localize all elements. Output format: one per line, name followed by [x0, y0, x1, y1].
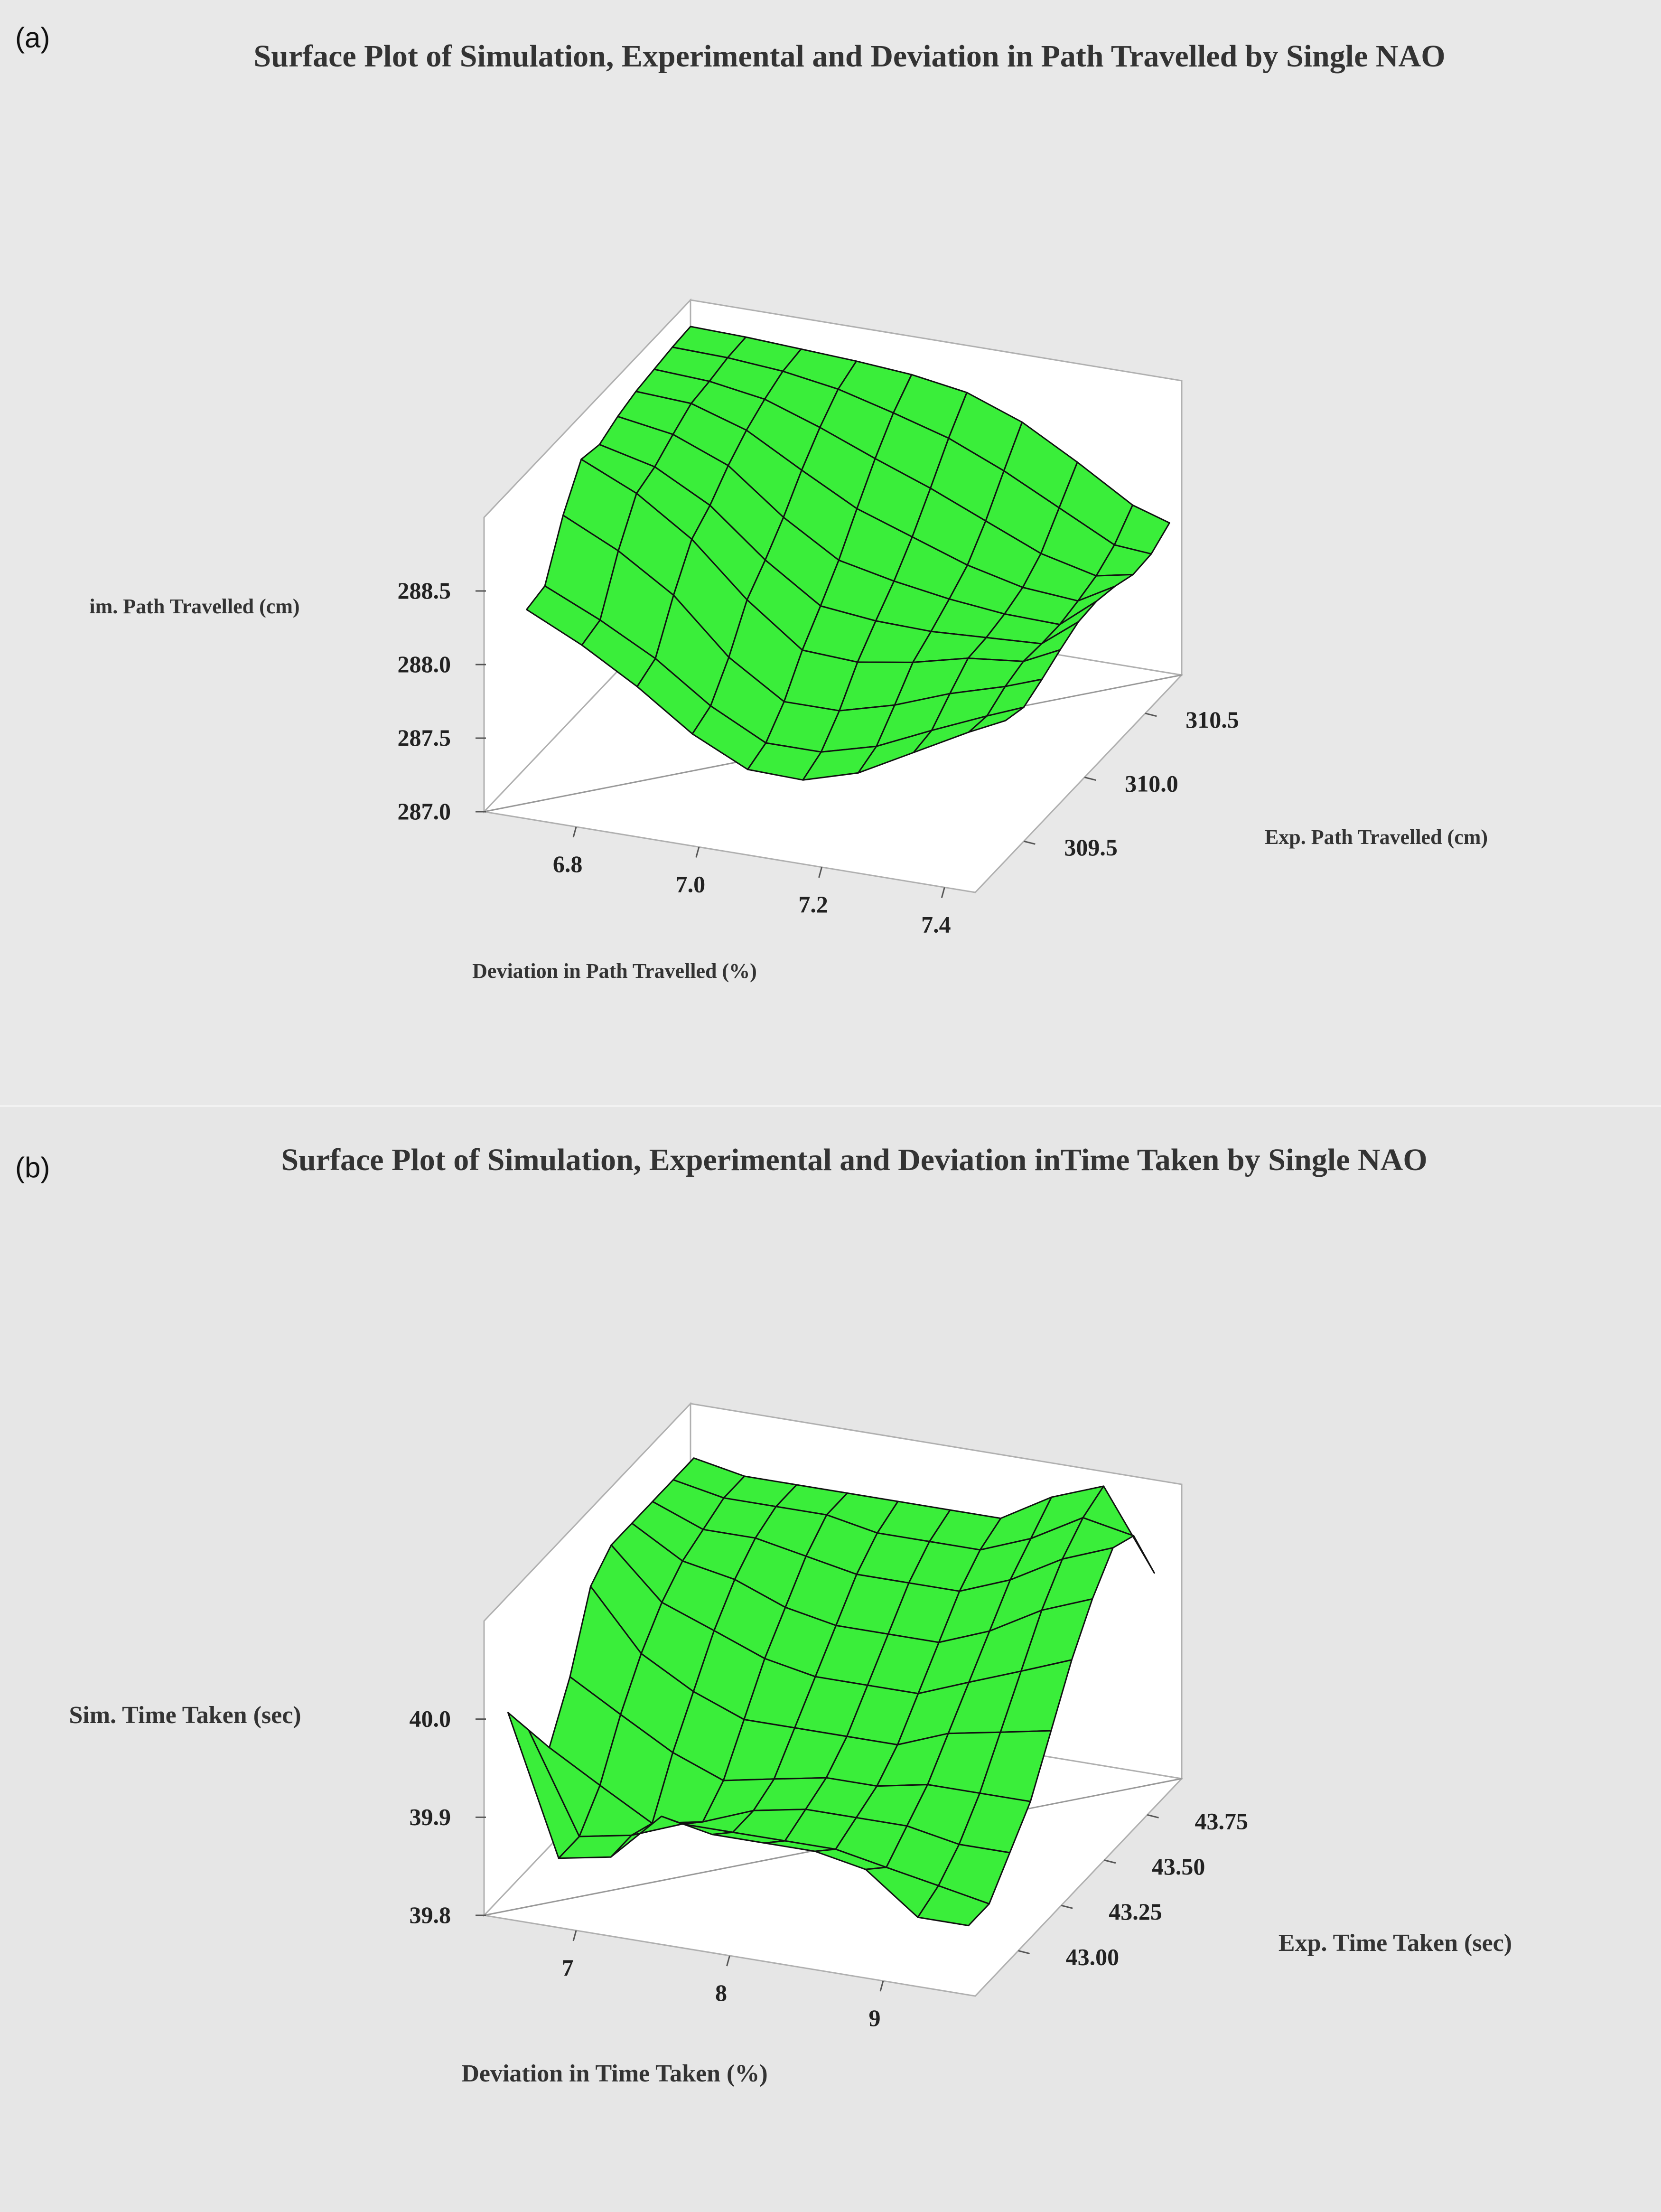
x-tick-mark	[726, 1955, 730, 1967]
y-tick-mark	[1084, 777, 1096, 781]
x-tick-label: 8	[715, 1979, 727, 2006]
x-tick-mark	[818, 867, 823, 878]
axis-ticks: 39.8 39.9 40.0 7 8 9 43.00 43.25 43.50 43.75	[410, 1706, 1249, 2031]
x-tick-label: 7.0	[676, 871, 706, 897]
y-tick-label: 310.0	[1125, 770, 1178, 797]
surface-facet	[917, 1885, 990, 1927]
y-tick-mark	[1018, 1950, 1030, 1955]
x-tick-label: 6.8	[553, 851, 583, 877]
x-tick-mark	[941, 887, 945, 898]
z-tick-label: 287.0	[398, 798, 451, 825]
x-tick-label: 7	[562, 1954, 574, 1981]
x-tick-label: 7.2	[798, 891, 828, 918]
panel-b: (b) Surface Plot of Simulation, Experime…	[15, 1143, 1512, 2087]
x-tick-mark	[695, 846, 700, 858]
x-tick-mark	[879, 1980, 884, 1992]
y-axis-label: Exp. Time Taken (sec)	[1278, 1930, 1512, 1957]
y-tick-label: 309.5	[1064, 834, 1118, 861]
x-tick-label: 7.4	[921, 911, 951, 937]
panel-label: (b)	[15, 1152, 50, 1183]
x-tick-label: 9	[868, 2005, 880, 2031]
z-axis-label: im. Path Travelled (cm)	[89, 595, 299, 618]
y-tick-mark	[1104, 1859, 1116, 1864]
y-tick-mark	[1147, 1814, 1159, 1818]
x-axis-label: Deviation in Path Travelled (%)	[472, 959, 757, 983]
z-tick-label: 287.5	[398, 724, 451, 751]
z-axis-label: Sim. Time Taken (sec)	[69, 1702, 301, 1729]
y-tick-mark	[1023, 840, 1036, 845]
z-tick-label: 39.9	[410, 1803, 451, 1830]
y-tick-mark	[1061, 1904, 1073, 1909]
plot-title: Surface Plot of Simulation, Experimental…	[253, 39, 1445, 74]
y-tick-label: 43.75	[1195, 1808, 1249, 1834]
x-axis-label: Deviation in Time Taken (%)	[461, 2060, 767, 2087]
z-tick-label: 288.5	[398, 577, 451, 604]
panel-a: (a) Surface Plot of Simulation, Experime…	[15, 22, 1488, 983]
x-tick-mark	[572, 826, 577, 838]
y-axis-label: Exp. Path Travelled (cm)	[1265, 825, 1488, 849]
panel-label: (a)	[15, 22, 50, 54]
surface-mesh	[507, 1457, 1155, 1927]
z-tick-label: 39.8	[410, 1902, 451, 1928]
y-tick-label: 43.50	[1152, 1853, 1205, 1880]
y-tick-mark	[1145, 712, 1157, 717]
y-tick-label: 43.00	[1066, 1944, 1120, 1970]
axis-ticks: 287.0 287.5 288.0 288.5 6.8 7.0 7.2 7.4 309.5 310…	[398, 577, 1239, 937]
surface-mesh	[526, 326, 1170, 781]
surface-facet	[558, 1834, 633, 1859]
surface-facet	[802, 745, 877, 781]
x-tick-mark	[572, 1930, 577, 1941]
y-tick-label: 43.25	[1109, 1898, 1162, 1925]
y-tick-label: 310.5	[1185, 706, 1239, 733]
z-tick-label: 288.0	[398, 651, 451, 677]
plot-title: Surface Plot of Simulation, Experimental…	[281, 1143, 1427, 1177]
z-tick-label: 40.0	[410, 1706, 451, 1732]
